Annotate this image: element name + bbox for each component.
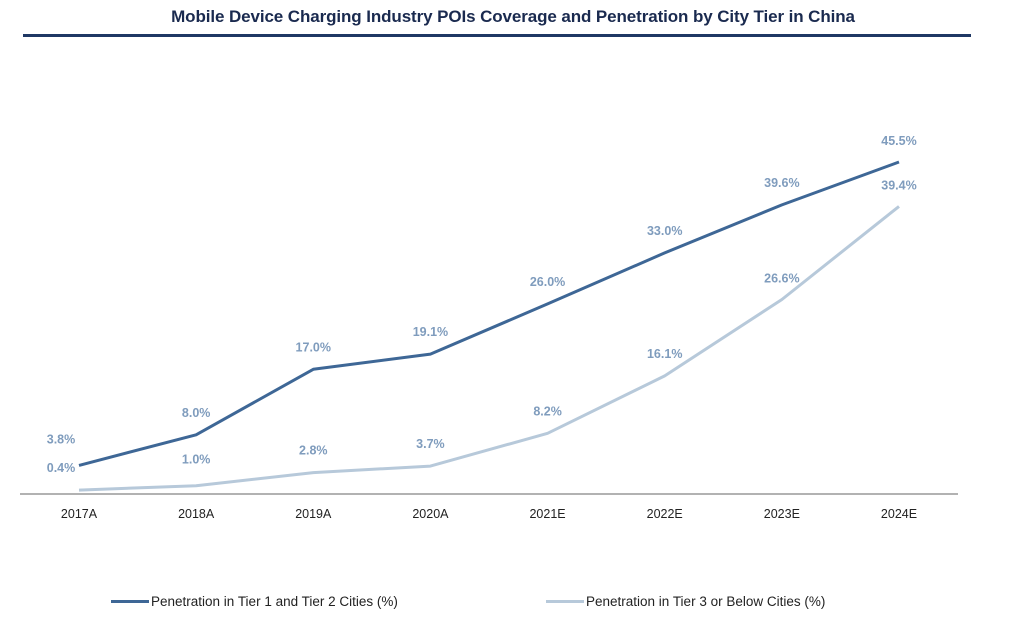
data-labels: 3.8% 8.0% 17.0% 19.1% 26.0% 33.0% 39.6% 45.5% 0.… (47, 134, 917, 475)
chart-title: Mobile Device Charging Industry POIs Cov… (171, 7, 855, 26)
data-label-tier1-2: 45.5% (881, 134, 916, 148)
data-label-tier3-below: 26.6% (764, 271, 799, 285)
legend-swatch-tier3-below (546, 600, 584, 603)
legend: Penetration in Tier 1 and Tier 2 Cities … (0, 594, 1026, 614)
data-label-tier3-below: 3.7% (416, 437, 445, 451)
x-tick-label: 2018A (178, 507, 215, 521)
data-label-tier3-below: 0.4% (47, 461, 76, 475)
data-label-tier1-2: 19.1% (413, 325, 448, 339)
data-label-tier1-2: 17.0% (296, 340, 331, 354)
x-tick-label: 2020A (412, 507, 449, 521)
x-tick-label: 2017A (61, 507, 98, 521)
x-tick-labels: 2017A 2018A 2019A 2020A 2021E 2022E 2023E 2024E (61, 507, 917, 521)
data-label-tier3-below: 8.2% (533, 404, 562, 418)
data-label-tier3-below: 39.4% (881, 178, 916, 192)
legend-item-tier3-below: Penetration in Tier 3 or Below Cities (%… (546, 594, 825, 609)
x-tick-label: 2023E (764, 507, 800, 521)
x-tick-label: 2024E (881, 507, 917, 521)
x-tick-label: 2019A (295, 507, 332, 521)
legend-swatch-tier1-2 (111, 600, 149, 603)
data-label-tier3-below: 2.8% (299, 444, 328, 458)
data-label-tier1-2: 26.0% (530, 275, 565, 289)
data-label-tier3-below: 1.0% (182, 453, 211, 467)
x-tick-label: 2021E (529, 507, 565, 521)
data-label-tier1-2: 39.6% (764, 176, 799, 190)
legend-item-tier1-2: Penetration in Tier 1 and Tier 2 Cities … (111, 594, 398, 609)
series-line-tier3-below (78, 205, 900, 492)
data-label-tier1-2: 8.0% (182, 406, 211, 420)
series-lines (78, 160, 900, 492)
legend-label-tier1-2: Penetration in Tier 1 and Tier 2 Cities … (151, 594, 398, 609)
x-tick-label: 2022E (647, 507, 683, 521)
data-label-tier1-2: 3.8% (47, 432, 76, 446)
data-label-tier3-below: 16.1% (647, 347, 682, 361)
title-underline (23, 34, 971, 37)
series-line-tier1-2 (78, 160, 900, 467)
data-label-tier1-2: 33.0% (647, 224, 682, 238)
legend-label-tier3-below: Penetration in Tier 3 or Below Cities (%… (586, 594, 826, 609)
